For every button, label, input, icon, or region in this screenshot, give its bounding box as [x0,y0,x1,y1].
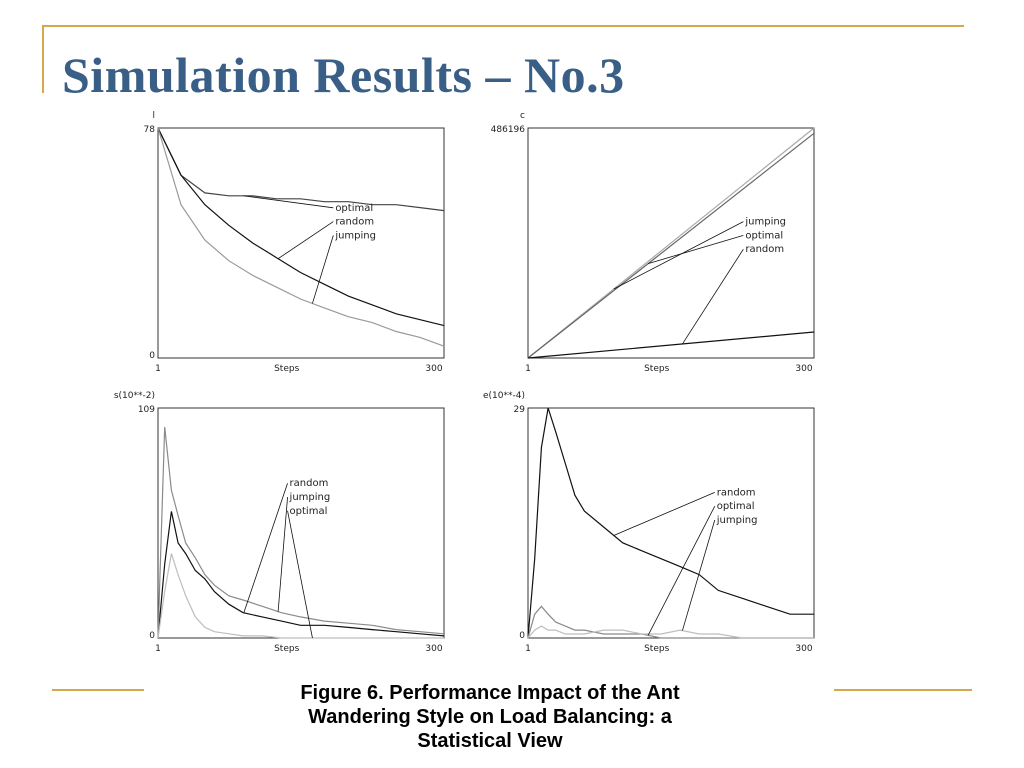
annotation-label-optimal: optimal [290,506,328,517]
series-line-optimal [157,553,444,639]
series-line-optimal [527,132,815,359]
annotation-label-random: random [335,217,374,228]
series-line-random [527,331,815,359]
annotation-label-random: random [717,487,756,498]
series-line-random [157,511,445,639]
series-line-jumping [527,625,814,639]
caption-rule-left [52,689,144,691]
y-axis-label: l [152,111,155,121]
x-axis-label: Steps [274,644,299,654]
annotation-leader-jumping [277,496,288,612]
x-tick-label-start: 1 [525,644,531,654]
slide-title: Simulation Results – No.3 [62,47,625,103]
annotation-label-random: random [745,244,784,255]
x-axis-label: Steps [644,644,669,654]
series-line-jumping [527,127,815,359]
caption-rule-right [834,689,972,691]
annotation-label-optimal: optimal [717,501,755,512]
annotation-leader-jumping [682,519,716,631]
annotation-leader-random [613,492,715,536]
series-line-random [527,407,814,639]
y-max-tick-label: 29 [514,405,526,415]
annotation-label-random: random [290,478,329,489]
annotation-label-optimal: optimal [335,203,373,214]
x-tick-label-end: 300 [425,644,442,654]
annotation-leader-random [277,221,334,260]
frame-top-rule [42,25,964,27]
figure-grid: l 78 0 1 300 Steps optimal random jumping c 48619… [114,110,840,670]
chart-panel-e: e(10**-4) 29 0 1 300 Steps random optimal jumpin… [483,390,820,660]
series-line-random [157,127,445,327]
series-line-optimal [157,127,445,212]
x-tick-label-end: 300 [425,364,442,374]
chart-l-svg: l 78 01 300 Steps optimal random jumping [144,111,445,374]
y-max-tick-label: 486196 [491,125,526,135]
annotation-label-jumping: jumping [744,217,786,228]
y-max-tick-label: 78 [144,125,156,135]
chart-panel-c: c 486196 1 300 Steps jumping optimal random [490,110,820,380]
caption-line-3: Statistical View [417,730,563,752]
figure-caption: Figure 6. Performance Impact of the Ant … [150,681,830,753]
annotation-label-jumping: jumping [334,230,376,241]
y-axis-label: c [520,111,525,121]
frame-left-rule [42,25,44,93]
chart-s-svg: s(10**-2) 109 01 300 Steps random jumping optim… [114,391,445,654]
annotation-label-jumping: jumping [289,492,331,503]
y-max-tick-label: 109 [138,405,155,415]
x-tick-label-start: 1 [155,644,161,654]
annotation-leader-optimal [647,506,716,636]
x-tick-label-end: 300 [795,364,812,374]
chart-panel-s: s(10**-2) 109 0 1 300 Steps random jumping optim… [114,390,450,660]
annotation-leader-jumping [613,221,744,290]
chart-c-svg: c 486196 1 300 Steps jumping optimal random [491,111,815,374]
y-axis-label: s(10**-2) [114,391,155,401]
annotation-leader-random [243,483,288,613]
chart-e-svg: e(10**-4) 29 01 300 Steps random optimal jumpin… [483,391,815,654]
x-tick-label-start: 1 [525,364,531,374]
series-line-jumping [157,127,445,347]
x-tick-label-start: 1 [155,364,161,374]
annotation-label-optimal: optimal [745,230,783,241]
y-axis-label: e(10**-4) [483,391,525,401]
annotation-leader-jumping [312,235,334,304]
annotation-leader-random [682,248,744,345]
x-tick-label-end: 300 [795,644,812,654]
y-min-tick-label: 0 [149,631,155,641]
x-axis-label: Steps [274,364,299,374]
series-line-jumping [157,426,445,639]
y-min-tick-label: 0 [149,351,155,361]
annotation-leader-optimal [287,510,313,639]
chart-panel-l: l 78 0 1 300 Steps optimal random jumping [120,110,450,380]
annotation-leader-optimal [243,195,334,209]
plot-frame [157,407,445,639]
caption-line-2: Wandering Style on Load Balancing: a [308,706,672,728]
plot-frame [527,407,815,639]
annotation-leader-optimal [648,235,744,265]
annotation-label-jumping: jumping [716,515,758,526]
x-axis-label: Steps [644,364,669,374]
caption-line-1: Figure 6. Performance Impact of the Ant [300,682,680,704]
y-min-tick-label: 0 [519,631,525,641]
